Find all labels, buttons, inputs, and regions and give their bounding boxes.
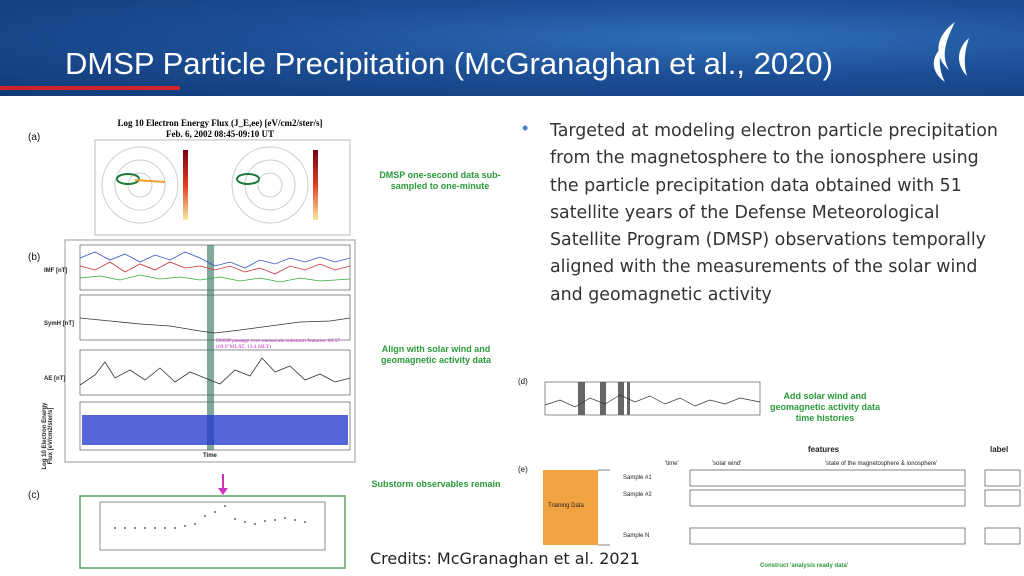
plot-label: IMF [nT] xyxy=(44,268,68,274)
subplot-frame xyxy=(544,381,761,416)
column-header: 'solar wind' xyxy=(712,461,742,467)
column-header: 'state of the magnetosphere & ionosphere… xyxy=(825,461,938,467)
decor-line xyxy=(79,357,351,386)
table-header: features xyxy=(808,445,840,454)
logo xyxy=(933,22,969,82)
table-footer: Construct 'analysis ready data' xyxy=(760,563,849,569)
row-label: Sample #2 xyxy=(623,492,652,498)
highlight xyxy=(116,173,140,185)
colorbar xyxy=(313,150,318,220)
decor-dots xyxy=(114,505,306,529)
slide-title: DMSP Particle Precipitation (McGranaghan… xyxy=(65,46,833,81)
decor-line xyxy=(79,251,351,269)
panel-c-frame xyxy=(79,495,346,569)
axis-label: Time xyxy=(203,453,217,459)
window-bars xyxy=(578,382,630,415)
plot-label: AE [nT] xyxy=(44,376,66,382)
table-header: label xyxy=(990,445,1009,454)
panel-a-frame xyxy=(94,139,351,236)
panel-label: (b) xyxy=(28,252,41,263)
row-label: Sample N xyxy=(623,533,650,539)
substorm-note: DMSP passage over mesoscale substorm fea… xyxy=(216,338,340,350)
decor-line xyxy=(79,261,351,275)
time-band xyxy=(207,245,214,450)
bullet-marker: • xyxy=(522,118,529,138)
panel-a-title-line: Log 10 Electron Energy Flux (J_E,ee) [eV… xyxy=(117,118,323,128)
training-box xyxy=(543,470,598,545)
panel-label: (c) xyxy=(28,490,40,501)
polar-plot xyxy=(101,146,309,224)
decor-band xyxy=(82,415,348,445)
subplot-frames xyxy=(79,244,351,451)
panel-label: (a) xyxy=(28,132,41,143)
decor-line xyxy=(79,274,351,283)
highlight xyxy=(236,173,260,185)
column-header: 'time' xyxy=(665,461,679,467)
colorbar xyxy=(183,150,188,220)
panel-label: (d) xyxy=(518,377,528,386)
decor-line xyxy=(79,317,351,334)
panel-a-title-line: Feb. 6, 2002 08:45-09:10 UT xyxy=(166,129,274,139)
training-label: Training Data xyxy=(548,503,584,509)
table-rows xyxy=(689,469,1021,545)
subplot-frame xyxy=(99,501,326,551)
annotation: DMSP one-second data sub-sampled to one-… xyxy=(379,170,501,191)
arrow-head xyxy=(218,488,228,495)
header-band xyxy=(0,0,1024,96)
annotation: Align with solar wind and geomagnetic ac… xyxy=(380,344,492,365)
annotation: Substorm observables remain xyxy=(371,479,501,489)
decor-line xyxy=(544,394,761,408)
plot-label: Log 10 Electron Energy Flux [eV/cm2/ster… xyxy=(42,402,54,470)
accent-bar xyxy=(0,86,180,90)
panel-b-frame xyxy=(64,239,356,463)
bullet-text: Targeted at modeling electron particle p… xyxy=(550,121,998,305)
plot-label: SymH [nT] xyxy=(44,321,74,327)
credits: Credits: McGranaghan et al. 2021 xyxy=(370,549,640,568)
panel-label: (e) xyxy=(518,465,528,474)
annotation: Add solar wind and geomagnetic activity … xyxy=(769,391,881,423)
track xyxy=(134,179,166,183)
panel-a-title: Log 10 Electron Energy Flux (J_E,ee) [eV… xyxy=(90,118,350,140)
row-label: Sample #1 xyxy=(623,475,652,481)
